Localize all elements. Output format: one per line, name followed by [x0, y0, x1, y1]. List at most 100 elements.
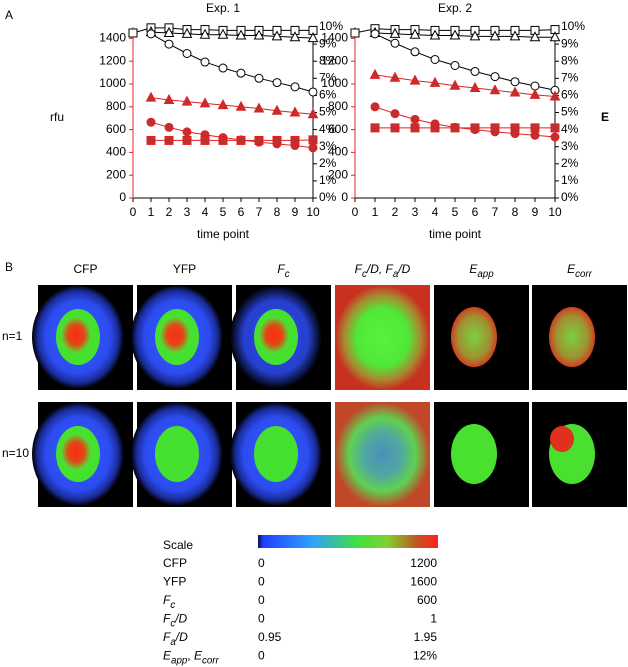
- y2-tick-label: 4%: [561, 122, 579, 136]
- chart-title: Exp. 1: [206, 1, 240, 15]
- scale-max: 1200: [410, 556, 437, 570]
- nucleus: [61, 434, 91, 470]
- x-tick-label: 10: [548, 205, 562, 219]
- x-tick-label: 9: [292, 205, 299, 219]
- marker: [490, 123, 500, 133]
- marker: [200, 135, 210, 145]
- series-line: [151, 139, 314, 141]
- y2-tick-label: 0%: [561, 190, 579, 204]
- marker: [509, 30, 521, 41]
- marker: [409, 74, 421, 85]
- text-part: corr: [202, 655, 220, 666]
- marker: [308, 135, 318, 145]
- column-header: Fc/D, Fa/D: [355, 262, 411, 279]
- scale-min: 0: [258, 575, 265, 589]
- marker: [307, 32, 319, 43]
- scale-row-label: Fc/D: [163, 612, 188, 629]
- series-line: [150, 97, 314, 115]
- marker: [490, 72, 500, 82]
- x-tick-label: 0: [130, 205, 137, 219]
- y-tick-label: 600: [106, 122, 126, 136]
- text-part: CFP: [163, 556, 187, 570]
- marker: [146, 29, 156, 39]
- text-part: /D: [174, 612, 187, 626]
- text-part: E: [469, 262, 478, 276]
- marker: [370, 29, 380, 39]
- marker: [549, 31, 561, 42]
- series-line: [374, 106, 556, 138]
- marker: [410, 47, 420, 57]
- marker: [550, 132, 560, 142]
- text-part: c: [362, 269, 367, 280]
- chart-title: Exp. 2: [438, 1, 472, 15]
- marker: [290, 135, 300, 145]
- text-part: F: [163, 612, 171, 626]
- marker: [253, 29, 265, 40]
- y2-tick-label: 0%: [319, 190, 337, 204]
- marker: [200, 57, 210, 67]
- scale-max: 12%: [413, 649, 437, 663]
- marker: [164, 39, 174, 49]
- column-header: Ecorr: [567, 262, 593, 279]
- row-label: n=10: [2, 446, 29, 460]
- text-part: E: [567, 262, 576, 276]
- marker: [254, 73, 264, 83]
- text-part: c: [170, 618, 175, 629]
- series-line: [374, 33, 556, 91]
- marker: [430, 123, 440, 133]
- marker: [146, 135, 156, 145]
- series-line: [150, 121, 314, 149]
- cell: [451, 307, 497, 367]
- marker: [236, 135, 246, 145]
- scale-max: 600: [417, 593, 437, 607]
- column-header: CFP: [74, 262, 98, 276]
- marker: [218, 63, 228, 73]
- x-tick-label: 5: [220, 205, 227, 219]
- cell: [451, 424, 497, 484]
- marker: [163, 93, 175, 104]
- marker: [145, 91, 157, 102]
- text-part: a: [393, 269, 399, 280]
- x-axis-label: time point: [429, 227, 482, 241]
- y-tick-label: 200: [328, 167, 348, 181]
- text-part: c: [170, 600, 175, 611]
- marker: [550, 123, 560, 133]
- marker: [182, 49, 192, 59]
- marker: [529, 31, 541, 42]
- marker: [410, 114, 420, 124]
- marker: [271, 30, 283, 41]
- y2-tick-label: 6%: [561, 88, 579, 102]
- marker: [236, 68, 246, 78]
- marker: [181, 27, 193, 38]
- y-tick-label: 600: [328, 122, 348, 136]
- marker: [199, 97, 211, 108]
- scale-row-label: Fc: [163, 593, 175, 610]
- x-tick-label: 3: [184, 205, 191, 219]
- y2-tick-label: 5%: [561, 105, 579, 119]
- y2-tick-label: 8%: [319, 53, 337, 67]
- scale-min: 0: [258, 649, 265, 663]
- x-tick-label: 8: [274, 205, 281, 219]
- text-part: app: [477, 269, 494, 280]
- text-part: E: [163, 649, 172, 663]
- marker: [128, 28, 138, 38]
- marker: [509, 86, 521, 97]
- scale-max: 1.95: [414, 630, 438, 644]
- marker: [510, 123, 520, 133]
- marker: [449, 29, 461, 40]
- y2-tick-label: 7%: [561, 70, 579, 84]
- row-label: n=1: [2, 329, 23, 343]
- panel-label: B: [5, 260, 13, 274]
- marker: [409, 28, 421, 39]
- y2-tick-label: 7%: [319, 70, 337, 84]
- y-tick-label: 1000: [321, 76, 348, 90]
- marker: [449, 79, 461, 90]
- text-part: /D,: [366, 262, 386, 276]
- marker: [254, 135, 264, 145]
- y-tick-label: 1200: [99, 53, 126, 67]
- y-tick-label: 800: [328, 99, 348, 113]
- y2-tick-label: 10%: [561, 19, 585, 33]
- y-tick-label: 200: [106, 167, 126, 181]
- marker: [389, 27, 401, 38]
